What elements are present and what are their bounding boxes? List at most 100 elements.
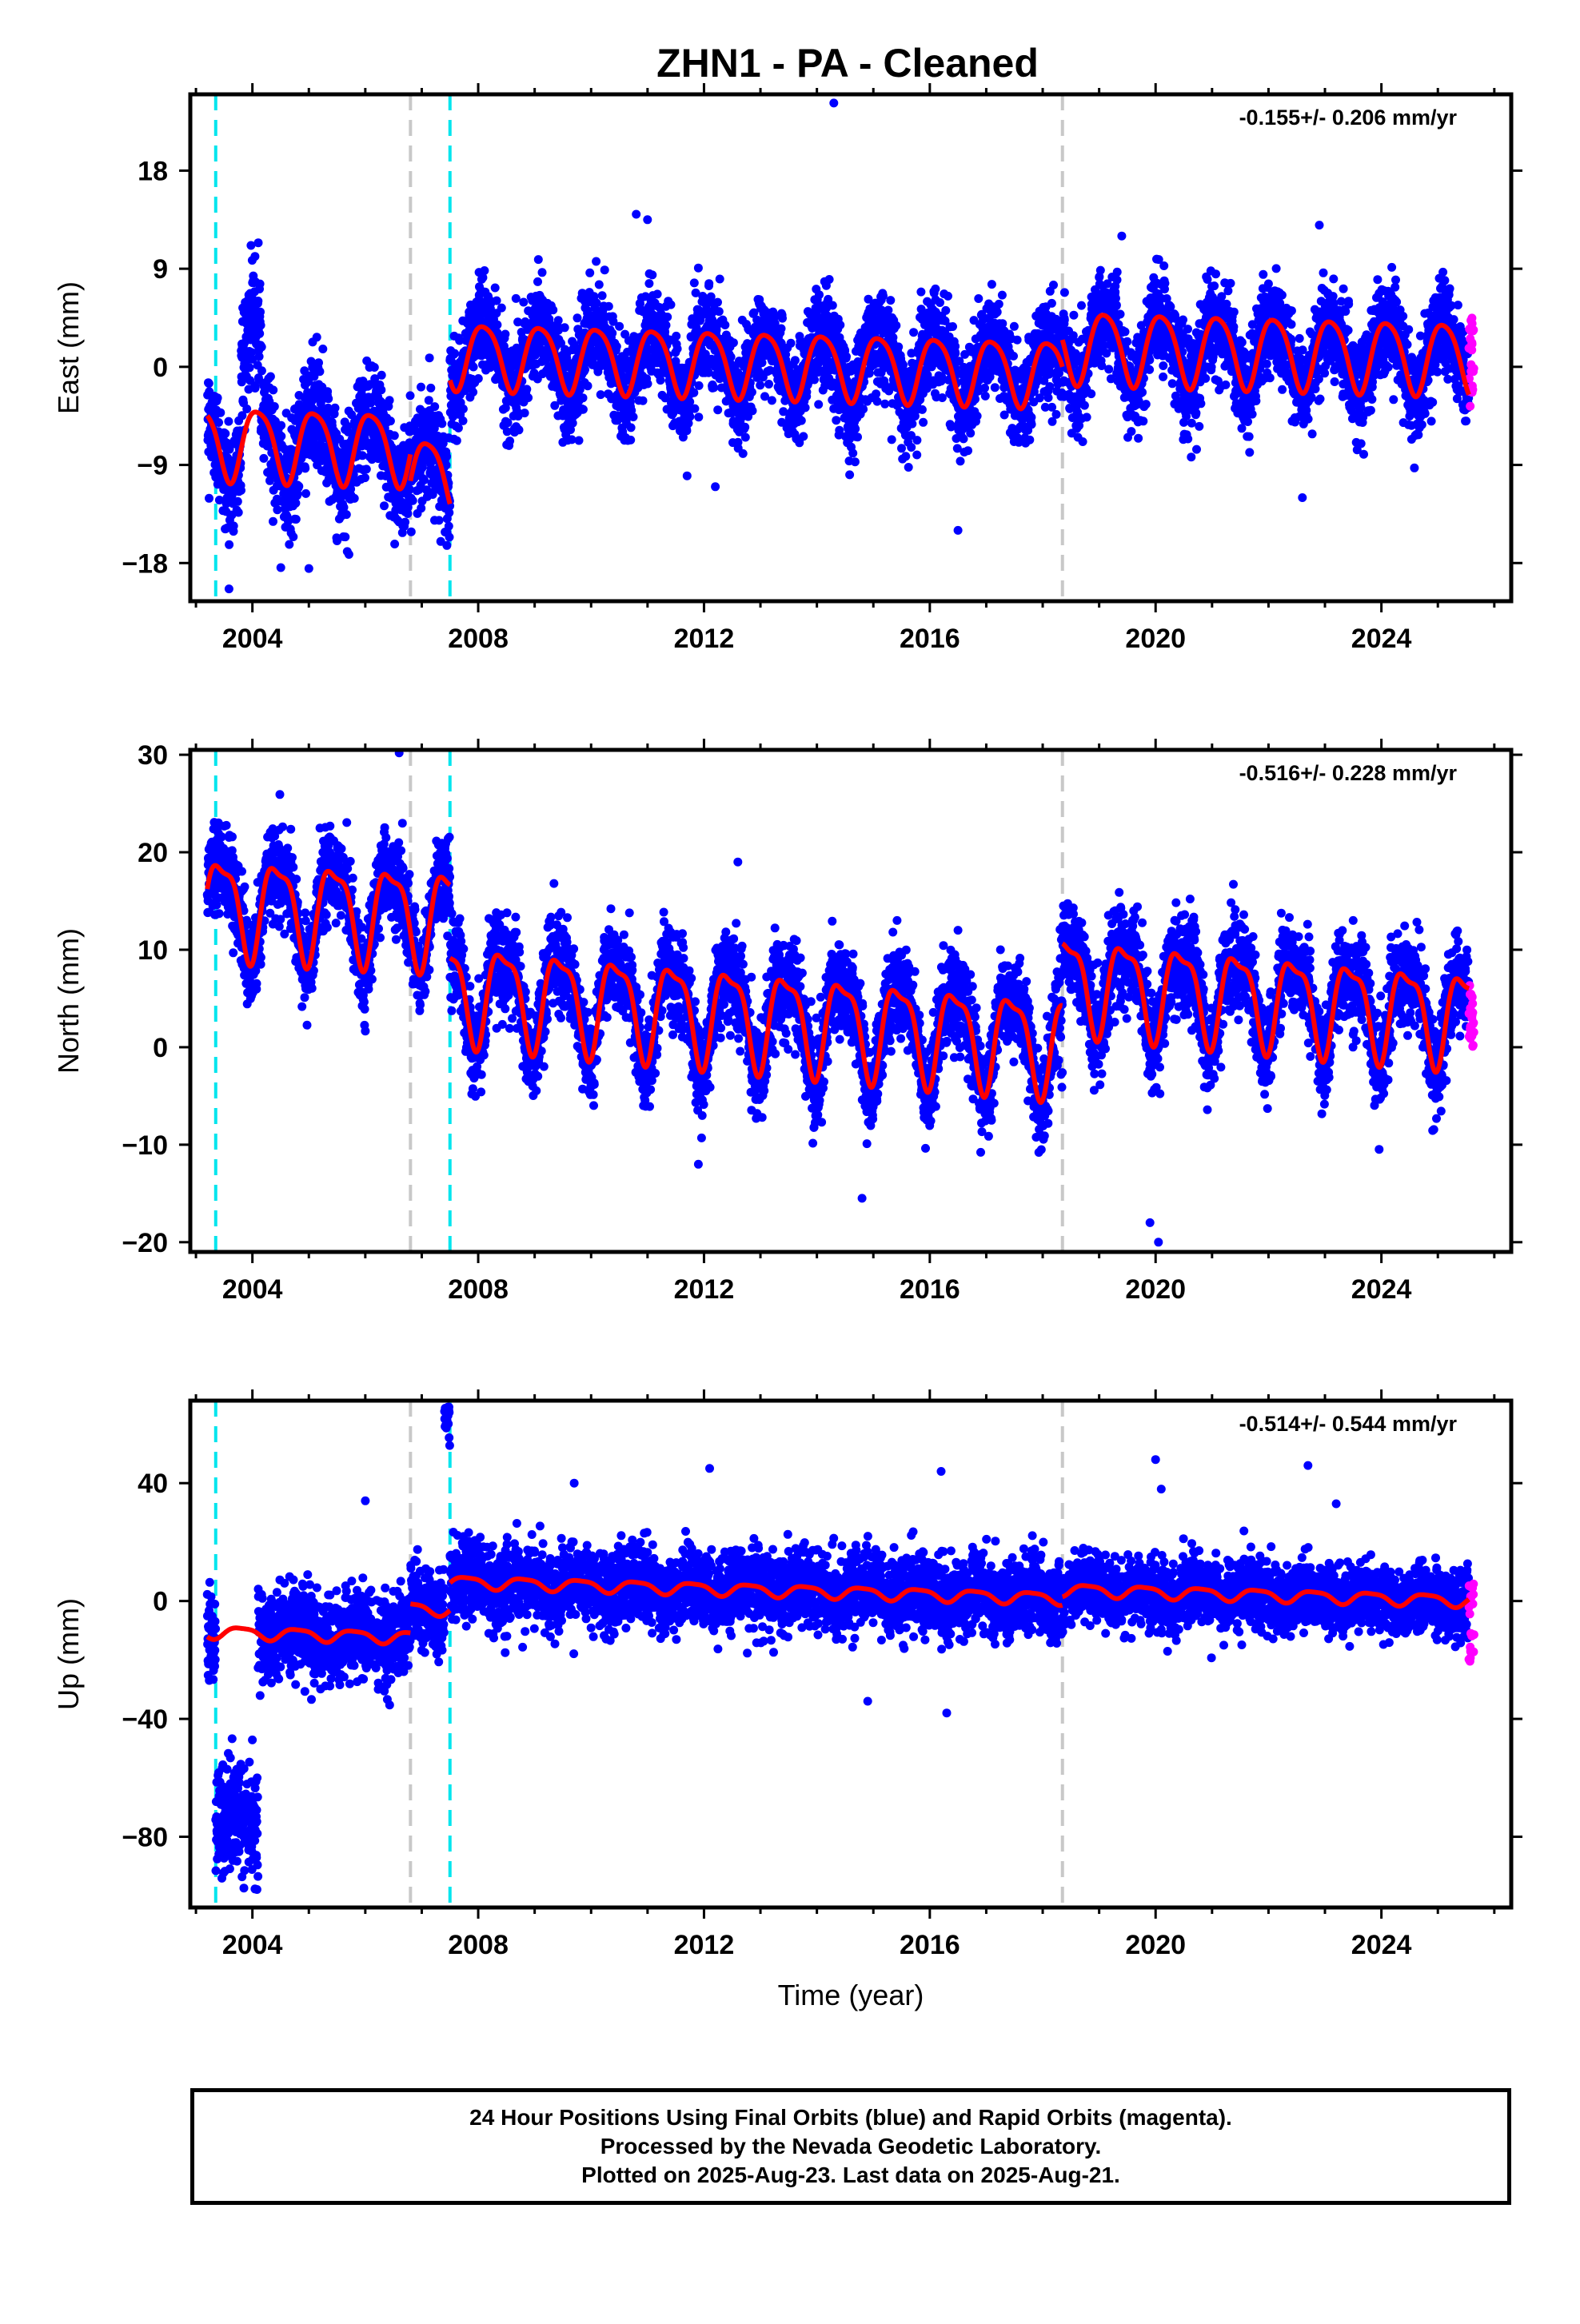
east-final-orbit-point [690, 278, 699, 287]
east-final-orbit-point [250, 252, 259, 261]
east-final-orbit-point [872, 389, 880, 398]
east-final-orbit-point [832, 416, 840, 425]
east-final-orbit-point [579, 405, 588, 414]
east-final-orbit-point [931, 285, 940, 293]
east-final-orbit-point [888, 333, 897, 342]
east-final-orbit-point [592, 257, 600, 266]
east-final-orbit-point [825, 275, 834, 284]
east-final-orbit-point [350, 494, 359, 503]
east-final-orbit-point [426, 384, 435, 393]
east-final-orbit-point [938, 393, 947, 402]
east-final-orbit-point [648, 270, 656, 279]
east-final-orbit-point [377, 371, 386, 380]
east-final-orbit-point [504, 418, 513, 427]
east-final-orbit-point [205, 379, 213, 388]
east-final-orbit-point [768, 396, 776, 405]
east-final-orbit-point [598, 291, 607, 300]
east-final-orbit-point [407, 528, 416, 536]
east-final-orbit-point [908, 420, 916, 429]
east-final-orbit-point [273, 505, 281, 514]
east-final-orbit-point [980, 384, 989, 393]
east-final-orbit-point [229, 521, 238, 530]
east-final-orbit-point [690, 405, 699, 413]
east-final-orbit-point [255, 353, 264, 361]
east-final-orbit-point [345, 550, 353, 559]
east-final-orbit-point [342, 510, 351, 519]
east-final-orbit-point [459, 417, 468, 425]
east-final-orbit-point [406, 391, 415, 400]
east-final-orbit-point [814, 400, 823, 409]
east-final-orbit-point [853, 433, 862, 441]
east-final-orbit-point [851, 425, 860, 433]
east-final-orbit-point [709, 383, 718, 392]
east-final-orbit-point [221, 429, 229, 438]
east-final-orbit-point [362, 464, 371, 473]
east-final-orbit-point [292, 515, 301, 524]
east-final-orbit-point [214, 418, 223, 427]
east-final-orbit-point [944, 292, 952, 301]
east-final-orbit-point [579, 393, 588, 402]
east-final-orbit-point [828, 301, 837, 310]
east-final-orbit-point [704, 279, 713, 288]
east-final-orbit-point [573, 313, 582, 322]
east-final-orbit-point [998, 319, 1007, 328]
east-final-orbit-point [673, 345, 682, 353]
east-final-orbit-point [254, 238, 263, 247]
east-final-orbit-point [256, 280, 265, 289]
east-final-orbit-point [941, 306, 950, 315]
east-final-orbit-point [442, 452, 451, 461]
east-final-orbit-point [1013, 336, 1022, 345]
east-final-orbit-point [257, 366, 266, 375]
east-final-orbit-point [313, 333, 321, 341]
east-final-orbit-point [533, 277, 542, 286]
east-final-orbit-point [242, 405, 251, 413]
east-final-orbit-point [401, 518, 409, 527]
chart-title: ZHN1 - PA - Cleaned [656, 41, 1039, 86]
east-final-orbit-point [469, 388, 477, 397]
east-final-orbit-point [522, 385, 531, 393]
east-final-orbit-point [524, 393, 533, 402]
east-final-orbit-point [667, 301, 676, 309]
east-final-orbit-point [1047, 299, 1056, 308]
east-final-orbit-point [653, 289, 662, 298]
east-final-orbit-point [764, 380, 773, 389]
east-final-orbit-point [897, 444, 906, 452]
east-final-orbit-point [341, 532, 349, 541]
east-final-orbit-point [880, 400, 889, 409]
east-final-orbit-point [453, 436, 461, 445]
east-final-orbit-point [257, 343, 266, 352]
east-final-orbit-point [1052, 410, 1061, 419]
east-final-orbit-point [505, 436, 514, 445]
east-final-orbit-point [234, 508, 243, 517]
east-final-orbit-point [713, 298, 722, 307]
east-final-orbit-point [810, 376, 819, 385]
east-final-orbit-point [233, 497, 242, 506]
east-final-orbit-point [716, 275, 724, 284]
east-final-orbit-point [445, 522, 453, 531]
east-final-orbit-point [1009, 352, 1018, 361]
east-final-orbit-point [919, 418, 928, 427]
east-final-orbit-point [575, 436, 584, 445]
east-final-orbit-point [1077, 301, 1086, 310]
east-final-orbit-point [237, 486, 245, 495]
east-final-orbit-point [991, 383, 999, 392]
east-final-orbit-point [960, 434, 968, 443]
east-final-orbit-point [842, 353, 851, 361]
east-final-orbit-point [608, 329, 616, 337]
east-final-orbit-point [778, 314, 787, 323]
east-final-orbit-point [301, 464, 309, 472]
east-final-orbit-point [729, 338, 738, 347]
east-final-orbit-point [256, 308, 265, 317]
east-final-orbit-point [521, 409, 529, 417]
east-final-orbit-point [561, 323, 569, 332]
east-final-orbit-point [390, 431, 399, 440]
east-final-orbit-point [370, 363, 379, 372]
east-final-orbit-point [266, 373, 275, 381]
east-final-orbit-point [301, 489, 310, 498]
east-final-orbit-point [912, 451, 921, 460]
east-final-orbit-point [694, 413, 703, 421]
east-final-orbit-point [277, 564, 285, 572]
east-final-orbit-point [612, 342, 621, 351]
east-final-orbit-point [859, 405, 868, 413]
